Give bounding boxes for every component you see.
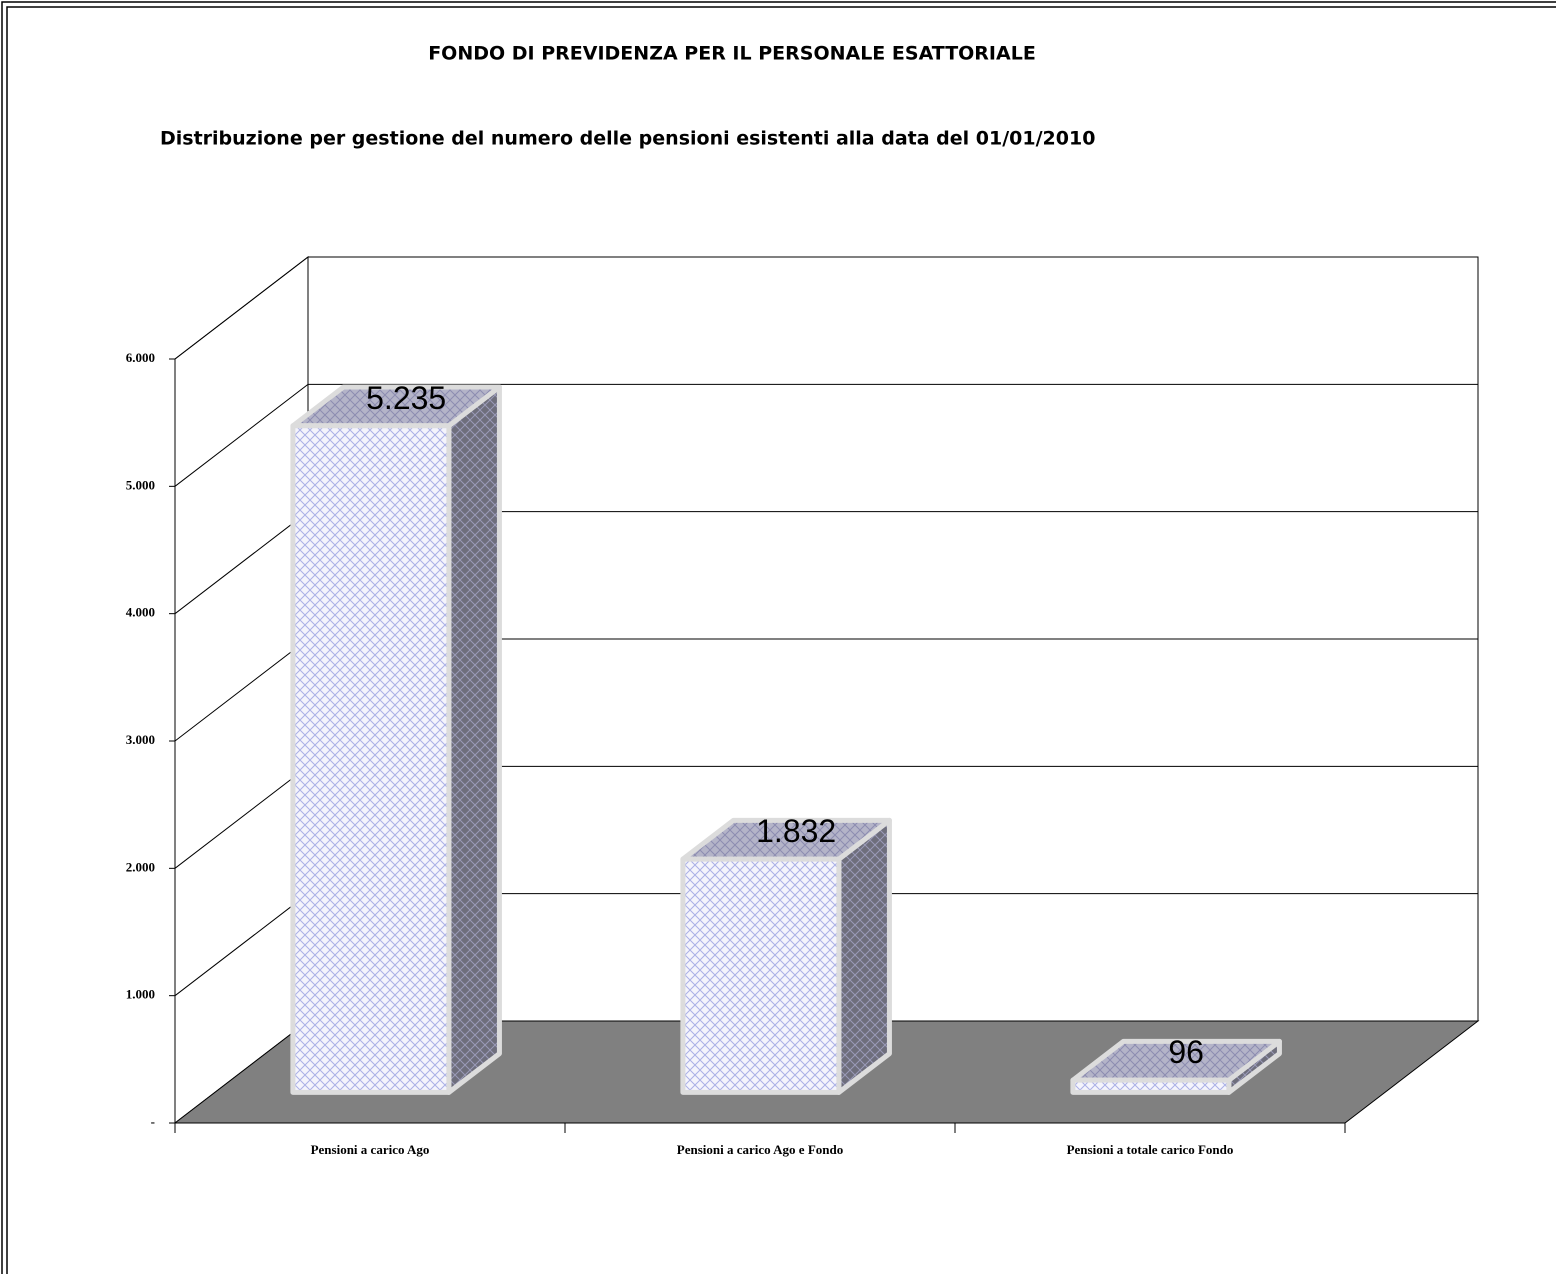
x-tick-label: Pensioni a totale carico Fondo (1067, 1142, 1234, 1157)
y-tick-label: 6.000 (126, 350, 155, 365)
x-tick-label: Pensioni a carico Ago e Fondo (677, 1142, 843, 1157)
y-tick-label: 1.000 (126, 987, 155, 1002)
bar (680, 856, 842, 1095)
bar-side (836, 817, 892, 1095)
y-tick-label: 2.000 (126, 859, 155, 874)
value-label: 96 (1168, 1034, 1204, 1070)
y-tick-label: - (151, 1114, 155, 1129)
value-label: 1.832 (756, 813, 836, 849)
y-tick-label: 3.000 (126, 732, 155, 747)
chart-subtitle: Distribuzione per gestione del numero de… (160, 128, 1095, 150)
chart-title: FONDO DI PREVIDENZA PER IL PERSONALE ESA… (428, 43, 1036, 65)
value-label: 5.235 (366, 380, 446, 416)
y-tick-label: 5.000 (126, 477, 155, 492)
x-tick-label: Pensioni a carico Ago (311, 1142, 430, 1157)
grid-line (174, 383, 1478, 487)
grid-line (174, 256, 1478, 360)
bar-side (446, 384, 502, 1095)
y-tick-label: 4.000 (126, 605, 155, 620)
bar (1070, 1077, 1232, 1095)
bar (290, 423, 452, 1095)
